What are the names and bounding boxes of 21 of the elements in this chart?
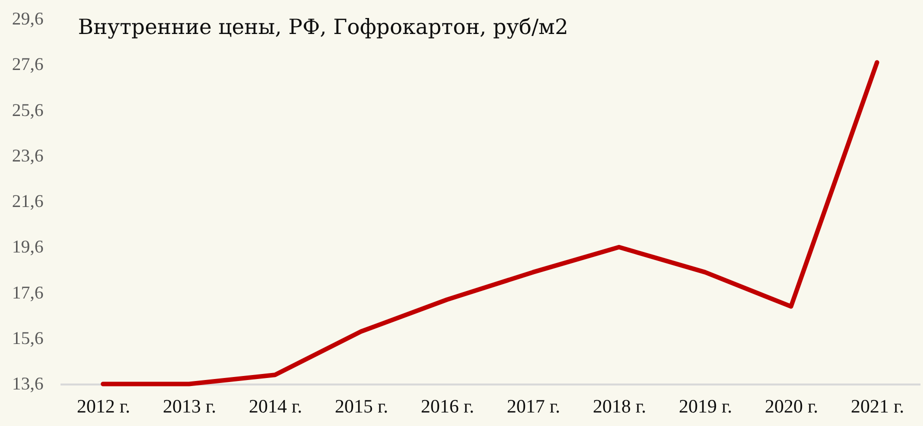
y-tick-label: 27,6 (12, 54, 44, 74)
x-tick-label: 2016 г. (420, 396, 474, 418)
y-tick-label: 19,6 (12, 236, 44, 257)
line-series (100, 60, 880, 386)
x-tick-label: 2017 г. (506, 396, 560, 418)
x-tick-label: 2014 г. (248, 396, 302, 418)
y-tick-label: 25,6 (12, 100, 44, 120)
chart-title: Внутренние цены, РФ, Гофрокартон, руб/м2 (78, 15, 568, 39)
x-tick-label: 2013 г. (162, 396, 216, 418)
y-tick-label: 29,6 (12, 8, 44, 28)
x-tick-label: 2015 г. (334, 396, 388, 418)
y-tick-label: 17,6 (12, 282, 44, 302)
x-tick-label: 2021 г. (850, 396, 904, 418)
y-tick-label: 23,6 (12, 145, 44, 166)
y-tick-label: 21,6 (12, 191, 44, 211)
x-tick-label: 2020 г. (764, 396, 818, 418)
y-tick-label: 15,6 (12, 328, 44, 348)
y-tick-label: 13,6 (12, 374, 44, 394)
x-tick-label: 2018 г. (592, 396, 646, 418)
x-tick-label: 2019 г. (678, 396, 732, 418)
x-tick-label: 2012 г. (76, 396, 130, 418)
